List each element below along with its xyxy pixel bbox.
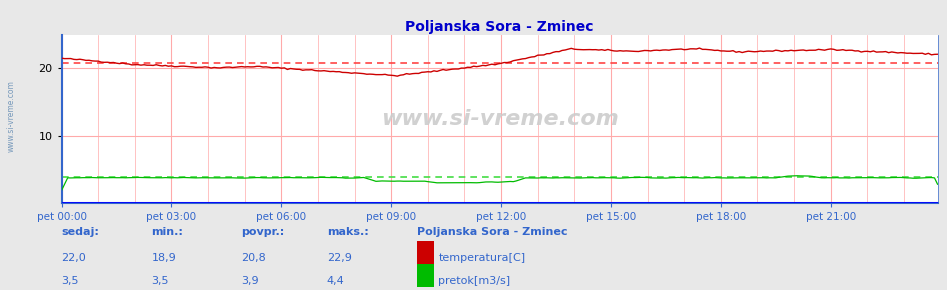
- Text: temperatura[C]: temperatura[C]: [438, 253, 526, 263]
- Text: 18,9: 18,9: [152, 253, 176, 263]
- Text: maks.:: maks.:: [327, 227, 368, 237]
- Text: 4,4: 4,4: [327, 276, 345, 286]
- Text: 20,8: 20,8: [241, 253, 266, 263]
- Text: povpr.:: povpr.:: [241, 227, 285, 237]
- Text: 3,5: 3,5: [62, 276, 79, 286]
- Text: Poljanska Sora - Zminec: Poljanska Sora - Zminec: [417, 227, 567, 237]
- Text: min.:: min.:: [152, 227, 184, 237]
- Text: 3,5: 3,5: [152, 276, 169, 286]
- Text: 22,9: 22,9: [327, 253, 351, 263]
- Title: Poljanska Sora - Zminec: Poljanska Sora - Zminec: [405, 20, 594, 34]
- Text: pretok[m3/s]: pretok[m3/s]: [438, 276, 510, 286]
- Text: www.si-vreme.com: www.si-vreme.com: [381, 109, 618, 129]
- Text: 3,9: 3,9: [241, 276, 259, 286]
- Text: www.si-vreme.com: www.si-vreme.com: [7, 80, 16, 152]
- Text: sedaj:: sedaj:: [62, 227, 99, 237]
- Text: 22,0: 22,0: [62, 253, 86, 263]
